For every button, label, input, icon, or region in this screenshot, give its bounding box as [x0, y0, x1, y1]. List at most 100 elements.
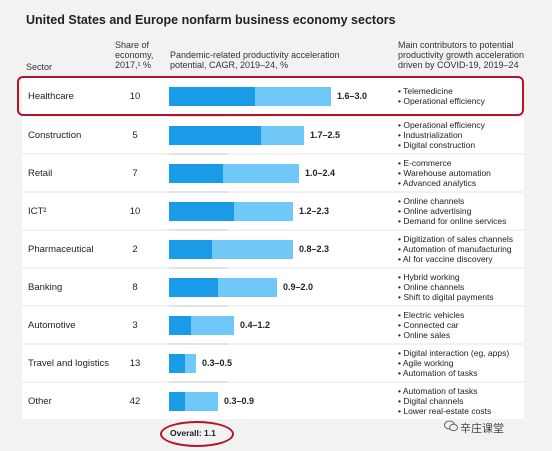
contributor-item: • Digital interaction (eg, apps): [398, 348, 510, 358]
bar-low: [169, 354, 185, 373]
contributors-list: • Online channels • Online advertising • D…: [398, 196, 506, 226]
contributor-item: • Digital construction: [398, 140, 476, 150]
bar-low: [169, 278, 218, 297]
contributor-item: • E-commerce: [398, 158, 452, 168]
contributors-list: • Electric vehicles • Connected car • Onli…: [398, 310, 464, 340]
range-label: 0.3–0.5: [202, 358, 233, 368]
contributor-item: • Industrialization: [398, 130, 463, 140]
bar-low: [169, 392, 185, 411]
contributors-list: • Operational efficiency • Industrializat…: [398, 120, 485, 150]
contributor-item: • Automation of tasks: [398, 386, 478, 396]
bar-low: [169, 126, 261, 145]
contributor-item: • Electric vehicles: [398, 310, 465, 320]
sector-row: [22, 345, 524, 381]
contributor-item: • Digitization of sales channels: [398, 234, 513, 244]
share-value: 2: [132, 244, 138, 255]
contributors-list: • Telemedicine • Operational efficiency: [398, 86, 485, 106]
share-value: 8: [132, 282, 138, 293]
contributor-item: • Online channels: [398, 282, 465, 292]
bar-range-extension: [261, 126, 304, 145]
share-value: 13: [129, 358, 141, 369]
share-value: 10: [129, 91, 141, 102]
sector-label: Other: [28, 396, 52, 407]
sector-label: ICT²: [28, 206, 47, 217]
sector-label: Pharmaceutical: [28, 244, 94, 255]
header-contrib-line-3: driven by COVID-19, 2019–24: [398, 60, 519, 70]
header-contrib-line-2: productivity growth acceleration: [398, 50, 525, 60]
contributor-item: • Warehouse automation: [398, 168, 491, 178]
watermark-text: 辛庄课堂: [460, 423, 504, 435]
range-label: 0.8–2.3: [299, 244, 330, 254]
overall-highlight-ellipse: [160, 421, 234, 447]
header-contributors: Main contributors to potential productiv…: [398, 40, 524, 70]
contributor-item: • Automation of tasks: [398, 368, 478, 378]
contributors-list: • E-commerce • Warehouse automation • Adva…: [398, 158, 491, 188]
overall-label: Overall: 1.1: [170, 428, 216, 438]
contributor-item: • Demand for online services: [398, 216, 507, 226]
contributors-list: • Digital interaction (eg, apps) • Agile …: [398, 348, 509, 378]
healthcare-highlight-box: [17, 76, 524, 116]
header-potential-line-1: Pandemic-related productivity accelerati…: [170, 50, 340, 60]
header-contrib-line-1: Main contributors to potential: [398, 40, 514, 50]
range-label: 1.7–2.5: [310, 130, 341, 140]
share-value: 10: [129, 206, 141, 217]
sector-label: Healthcare: [28, 91, 74, 102]
share-value: 3: [132, 320, 138, 331]
contributor-item: • Operational efficiency: [398, 120, 485, 130]
bar-low: [169, 240, 212, 259]
contributor-item: • Lower real-estate costs: [398, 406, 492, 416]
contributors-list: • Automation of tasks • Digital channels •…: [398, 386, 491, 416]
wechat-icon: [444, 420, 458, 432]
contributor-item: • Automation of manufacturing: [398, 244, 512, 254]
header-potential: Pandemic-related productivity accelerati…: [170, 50, 340, 70]
sector-row: [22, 383, 524, 419]
share-value: 5: [132, 130, 138, 141]
sector-label: Travel and logistics: [28, 358, 109, 369]
range-label: 0.4–1.2: [240, 320, 271, 330]
bar-range-extension: [185, 354, 196, 373]
sector-label: Banking: [28, 282, 63, 293]
chart-title: United States and Europe nonfarm busines…: [26, 13, 396, 27]
bar-low: [169, 316, 191, 335]
sector-label: Automotive: [28, 320, 76, 331]
contributors-list: • Digitization of sales channels • Automa…: [398, 234, 513, 264]
bar-low: [169, 87, 255, 106]
range-label: 0.9–2.0: [283, 282, 314, 292]
range-label: 0.3–0.9: [224, 396, 255, 406]
sector-label: Construction: [28, 130, 82, 141]
sector-row: [22, 307, 524, 343]
header-share-line-3: 2017,¹ %: [115, 60, 152, 70]
bar-low: [169, 164, 223, 183]
header-share-line-1: Share of: [115, 40, 150, 50]
header-share: Share of economy, 2017,¹ %: [115, 40, 153, 70]
bar-range-extension: [191, 316, 234, 335]
range-label: 1.2–2.3: [299, 206, 330, 216]
bar-range-extension: [234, 202, 293, 221]
sector-label: Retail: [28, 168, 53, 179]
contributor-item: • Operational efficiency: [398, 96, 485, 106]
bar-range-extension: [185, 392, 218, 411]
contributor-item: • Hybrid working: [398, 272, 460, 282]
range-label: 1.0–2.4: [305, 168, 336, 178]
contributor-item: • Online advertising: [398, 206, 472, 216]
bar-range-extension: [218, 278, 277, 297]
range-label: 1.6–3.0: [337, 91, 368, 101]
contributors-list: • Hybrid working • Online channels • Shift…: [398, 272, 494, 302]
bar-range-extension: [212, 240, 293, 259]
bar-range-extension: [255, 87, 331, 106]
header-sector: Sector: [26, 62, 53, 72]
bar-low: [169, 202, 234, 221]
header-share-line-2: economy,: [115, 50, 154, 60]
header-potential-line-2: potential, CAGR, 2019–24, %: [170, 60, 289, 70]
contributor-item: • Agile working: [398, 358, 454, 368]
contributor-item: • Digital channels: [398, 396, 464, 406]
contributor-item: • Advanced analytics: [398, 178, 477, 188]
share-value: 7: [132, 168, 138, 179]
contributor-item: • Shift to digital payments: [398, 292, 494, 302]
contributor-item: • Telemedicine: [398, 86, 453, 96]
share-value: 42: [129, 396, 141, 407]
contributor-item: • Online channels: [398, 196, 465, 206]
contributor-item: • Online sales: [398, 330, 451, 340]
bar-range-extension: [223, 164, 299, 183]
contributor-item: • AI for vaccine discovery: [398, 254, 493, 264]
